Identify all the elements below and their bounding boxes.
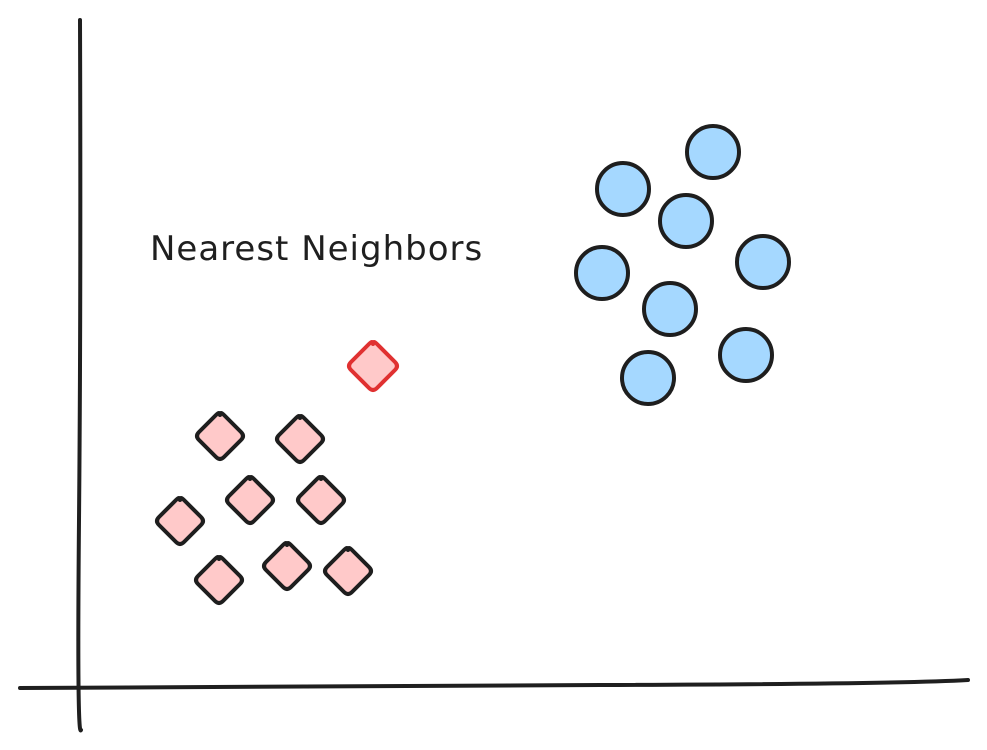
diamond-point-6 — [194, 555, 244, 605]
diamond-point-3 — [225, 475, 275, 525]
diamond-point-5 — [155, 496, 205, 546]
y-axis — [76, 18, 83, 733]
circle-point-7 — [718, 327, 774, 383]
circle-point-1 — [685, 124, 741, 180]
circle-class-group — [574, 124, 791, 406]
diamond-point-7 — [262, 541, 312, 591]
diamond-point-2 — [275, 414, 325, 464]
diagram-title: Nearest Neighbors — [150, 229, 483, 269]
diamond-point-4 — [296, 475, 346, 525]
query-point — [347, 340, 399, 392]
circle-point-5 — [574, 245, 630, 301]
diamond-class-group — [155, 411, 373, 605]
circle-point-8 — [620, 350, 676, 406]
circle-point-3 — [658, 193, 714, 249]
circle-point-4 — [735, 234, 791, 290]
diamond-point-8 — [323, 546, 373, 596]
circle-point-2 — [595, 161, 651, 217]
circle-point-6 — [642, 281, 698, 337]
query-diamond — [347, 340, 399, 392]
diamond-point-1 — [195, 411, 245, 461]
x-axis — [18, 678, 970, 690]
